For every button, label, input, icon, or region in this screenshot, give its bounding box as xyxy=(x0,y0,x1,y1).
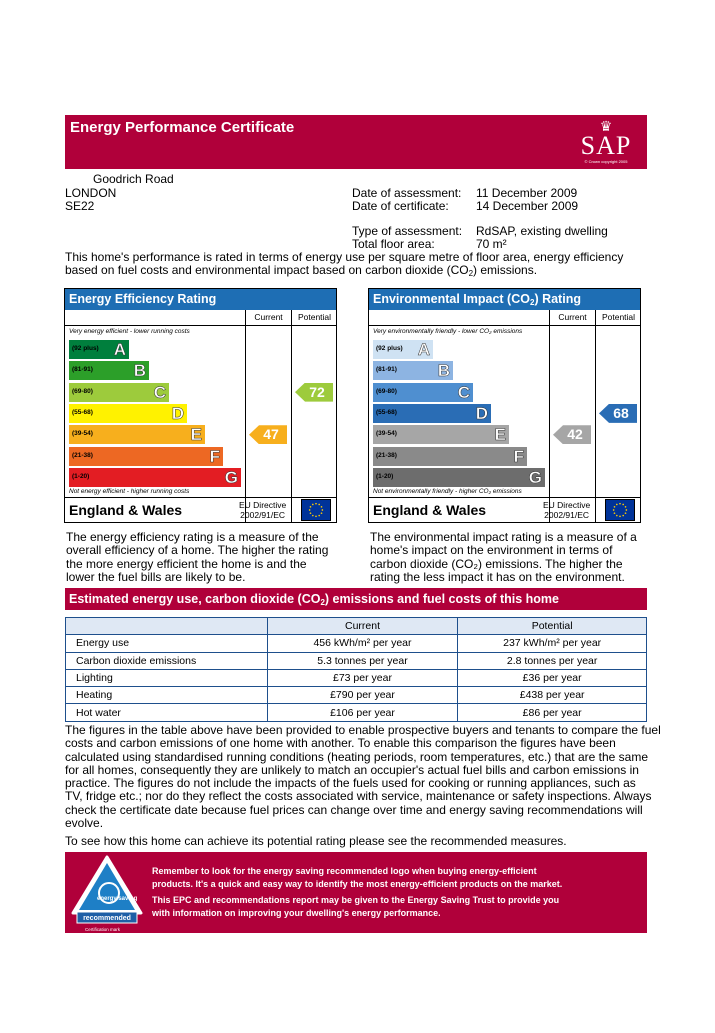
efficiency-band-a: (92 plus) A xyxy=(69,340,129,359)
svg-text:recommended: recommended xyxy=(83,915,131,922)
svg-text:energy saving: energy saving xyxy=(97,896,138,902)
environmental-band-f: (21-38) F xyxy=(373,446,527,466)
environmental-title: Environmental Impact (CO2) Rating xyxy=(369,289,640,310)
table-row: Heating £790 per year £438 per year xyxy=(65,686,647,705)
recommend-line: To see how this home can achieve its pot… xyxy=(65,834,567,848)
environmental-current-arrow: 42 xyxy=(553,425,591,445)
efficiency-bottom-note: Not energy efficient - higher running co… xyxy=(69,488,190,495)
efficiency-band-e: (39-54) E xyxy=(69,425,205,444)
explanation-paragraph: The figures in the table above have been… xyxy=(65,723,661,831)
table-col-potential: Potential xyxy=(457,616,647,636)
table-row: Hot water £106 per year £86 per year xyxy=(65,703,647,722)
environmental-band-c: (69-80) C xyxy=(373,382,473,402)
table-col-current: Current xyxy=(266,616,459,636)
estimates-table: Current Potential Energy use 456 kWh/m² p… xyxy=(65,616,647,722)
efficiency-band-c: (69-80) C xyxy=(69,382,169,402)
footer-line: This EPC and recommendations report may … xyxy=(152,895,560,905)
efficiency-band-b: (81-91) B xyxy=(69,361,149,381)
estimates-title: Estimated energy use, carbon dioxide (CO… xyxy=(65,588,647,610)
efficiency-title: Energy Efficiency Rating xyxy=(65,289,336,310)
table-row: Energy use 456 kWh/m² per year 237 kWh/m² … xyxy=(65,634,647,653)
address-postcode: SE22 xyxy=(65,199,95,213)
date-of-certificate: Date of certificate: 14 December 2009 xyxy=(352,199,579,213)
table-row: Lighting £73 per year £36 per year xyxy=(65,668,647,688)
environmental-directive: EU Directive 2002/91/EC xyxy=(543,500,591,520)
intro-paragraph: This home's performance is rated in term… xyxy=(65,250,624,279)
efficiency-top-note: Very energy efficient - lower running co… xyxy=(69,328,190,335)
efficiency-potential-arrow: 72 xyxy=(295,382,333,402)
address-street: Goodrich Road xyxy=(93,172,174,186)
crown-icon: ♛ xyxy=(599,118,613,134)
environmental-band-a: (92 plus) A xyxy=(373,340,433,359)
footer-line: Remember to look for the energy saving r… xyxy=(152,866,537,876)
footer-line: products. It's a quick and easy way to i… xyxy=(152,879,563,889)
environmental-potential-arrow: 68 xyxy=(599,403,637,423)
date-of-assessment: Date of assessment: 11 December 2009 xyxy=(352,186,578,200)
table-header-row: Current Potential xyxy=(65,616,647,636)
environmental-band-d: (55-68) D xyxy=(373,404,491,423)
type-of-assessment: Type of assessment: RdSAP, existing dwell… xyxy=(352,224,608,238)
environmental-band-e: (39-54) E xyxy=(373,425,509,444)
environmental-description: The environmental impact rating is a mea… xyxy=(370,530,637,584)
footer-banner: energy saving recommended Certification … xyxy=(65,852,647,933)
footer-line: with information on improving your dwell… xyxy=(152,908,441,918)
efficiency-current-header: Current xyxy=(254,312,283,322)
efficiency-directive: EU Directive 2002/91/EC xyxy=(239,500,287,520)
certificate-header: Energy Performance Certificate ♛ SAP © C… xyxy=(65,115,647,169)
address-city: LONDON xyxy=(65,186,117,200)
energy-efficiency-rating-chart: Energy Efficiency Rating Current Potenti… xyxy=(64,288,337,523)
environmental-band-b: (81-91) B xyxy=(373,361,453,381)
environmental-current-header: Current xyxy=(558,312,587,322)
efficiency-band-g: (1-20) G xyxy=(69,468,241,487)
efficiency-current-arrow: 47 xyxy=(249,425,287,445)
environmental-band-g: (1-20) G xyxy=(373,468,545,487)
efficiency-description: The energy efficiency rating is a measur… xyxy=(66,530,329,584)
environmental-region: England & Wales xyxy=(373,502,487,518)
energy-saving-recommended-logo: energy saving recommended xyxy=(71,855,143,924)
certification-mark: Certification mark xyxy=(85,927,121,932)
efficiency-band-f: (21-38) F xyxy=(69,446,223,466)
environmental-top-note: Very environmentally friendly - lower CO… xyxy=(373,328,523,335)
eu-flag-icon xyxy=(605,499,635,521)
environmental-potential-header: Potential xyxy=(601,312,636,322)
eu-flag-icon xyxy=(301,499,331,521)
efficiency-potential-header: Potential xyxy=(297,312,332,322)
total-floor-area: Total floor area: 70 m² xyxy=(352,237,507,251)
efficiency-band-d: (55-68) D xyxy=(69,404,187,423)
sap-logo: ♛ SAP © Crown copyright 2005 xyxy=(571,119,641,165)
certificate-title: Energy Performance Certificate xyxy=(70,119,295,136)
efficiency-region: England & Wales xyxy=(69,502,183,518)
table-row: Carbon dioxide emissions 5.3 tonnes per y… xyxy=(65,651,647,670)
environmental-impact-rating-chart: Environmental Impact (CO2) Rating Curren… xyxy=(368,288,641,523)
environmental-bottom-note: Not environmentally friendly - higher CO… xyxy=(373,488,522,495)
